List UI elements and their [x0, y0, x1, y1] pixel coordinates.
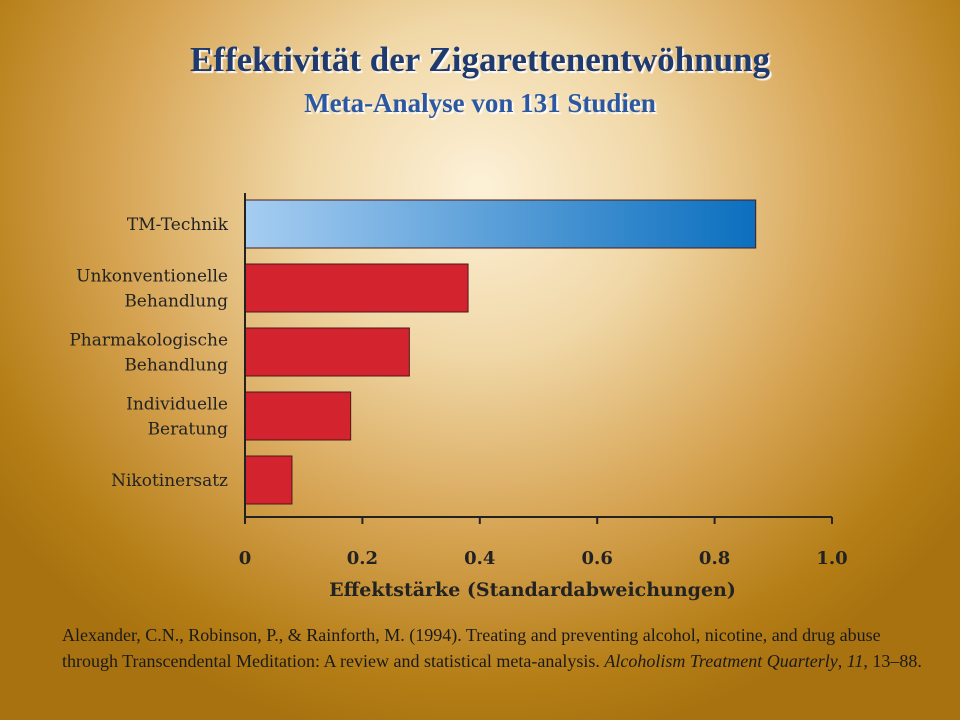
x-tick-label: 0.4: [464, 548, 495, 569]
chart-subtitle: Meta-Analyse von 131 Studien: [304, 88, 656, 118]
bar: [244, 455, 293, 505]
citation-journal: Alcoholism Treatment Quarterly: [604, 651, 838, 671]
citation-volume: 11: [846, 651, 864, 671]
category-labels: TM-Technik Unkonventionelle Behandlung Phar…: [69, 215, 228, 491]
bar: [244, 327, 410, 377]
x-axis-label: Effektstärke (Standardabweichungen): [329, 579, 736, 601]
bar-chart: TM-Technik Unkonventionelle Behandlung Phar…: [69, 193, 848, 601]
x-tick-label: 1.0: [816, 548, 847, 569]
category-label: Unkonventionelle Behandlung: [76, 267, 228, 312]
x-tick-label: 0.2: [347, 548, 378, 569]
citation-pages: , 13–88.: [863, 651, 922, 671]
bars-group: [244, 199, 757, 505]
category-label: TM-Technik: [127, 215, 229, 235]
x-axis: 0 0.2 0.4 0.6 0.8 1.0: [239, 516, 848, 569]
bar-highlight: [244, 199, 757, 249]
category-label: Nikotinersatz: [111, 471, 228, 491]
citation: Alexander, C.N., Robinson, P., & Rainfor…: [62, 622, 922, 674]
citation-authors-title: Alexander, C.N., Robinson, P., & Rainfor…: [62, 625, 881, 671]
x-tick-label: 0.8: [699, 548, 730, 569]
x-tick-label: 0: [239, 548, 252, 569]
chart-title: Effektivität der Zigarettenentwöhnung: [189, 40, 771, 79]
bar: [244, 263, 469, 313]
category-label: Individuelle Beratung: [126, 395, 228, 440]
category-label: Pharmakologische Behandlung: [69, 331, 228, 376]
citation-separator: ,: [837, 651, 847, 671]
x-tick-label: 0.6: [582, 548, 613, 569]
bar: [244, 391, 352, 441]
